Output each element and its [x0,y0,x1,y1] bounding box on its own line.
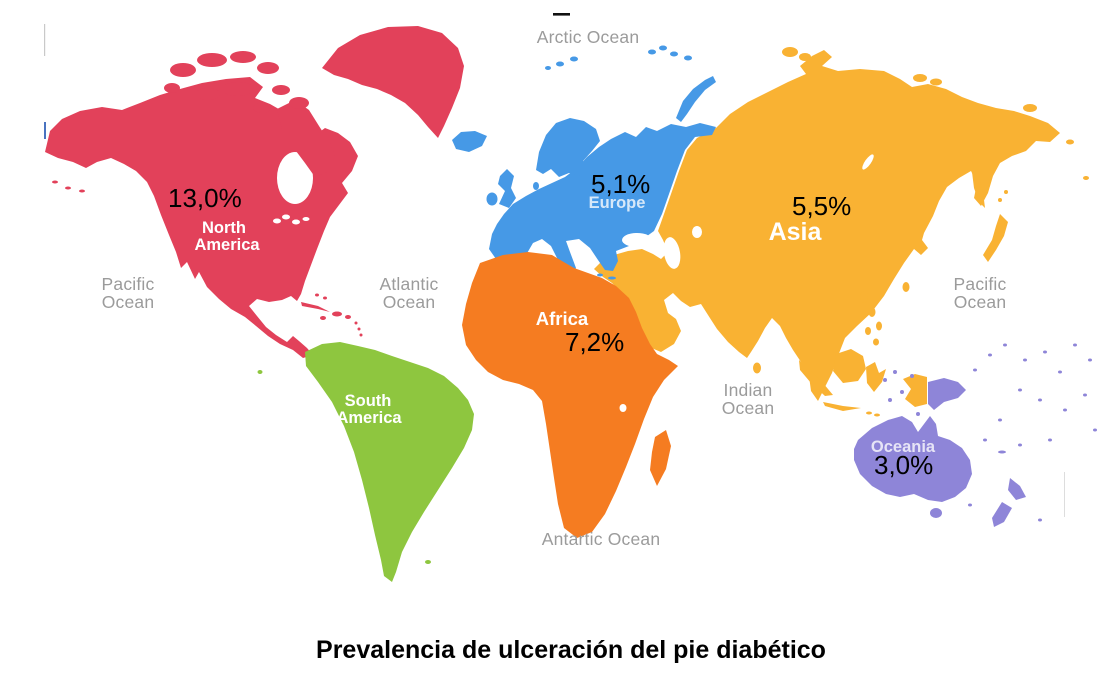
ocean-labels: Arctic Ocean Pacific Ocean Atlantic Ocea… [102,27,1007,549]
map-title: Prevalencia de ulceración del pie diabét… [316,636,826,664]
svg-text:Ocean: Ocean [722,398,775,418]
pacific-ocean-west-label: Pacific [102,274,155,294]
svg-text:America: America [336,409,402,427]
north-america-label: North [202,219,246,237]
asia-label: Asia [769,218,823,246]
inland-seas [622,154,874,269]
south-america-label: South [345,392,392,410]
region-europe[interactable] [452,45,716,280]
indian-ocean-label: Indian [724,380,773,400]
scan-artifacts [44,13,1065,517]
region-south-america[interactable] [257,342,475,582]
oceania-value: 3,0% [874,450,933,480]
region-oceania[interactable] [854,343,1097,528]
asia-value: 5,5% [792,191,851,221]
world-map: Arctic Ocean Pacific Ocean Atlantic Ocea… [44,13,1097,582]
atlantic-ocean-label: Atlantic [380,274,439,294]
region-asia[interactable] [594,47,1089,417]
prevalence-values: 13,0% 5,1% 7,2% 5,5% 3,0% [168,169,933,480]
svg-text:Ocean: Ocean [954,292,1007,312]
europe-value: 5,1% [591,169,650,199]
arctic-ocean-label: Arctic Ocean [537,27,640,47]
continent-labels: North America South America Europe Afric… [194,194,935,456]
svg-text:America: America [194,236,260,254]
oceania-label: Oceania [871,438,936,456]
svg-text:Ocean: Ocean [102,292,155,312]
europe-label: Europe [589,194,646,212]
region-africa[interactable] [462,252,678,538]
svg-text:Ocean: Ocean [383,292,436,312]
africa-value: 7,2% [565,327,624,357]
africa-label: Africa [536,308,589,329]
pacific-ocean-east-label: Pacific [954,274,1007,294]
region-north-america[interactable] [45,26,464,358]
antartic-ocean-label: Antartic Ocean [542,529,661,549]
north-america-value: 13,0% [168,183,242,213]
